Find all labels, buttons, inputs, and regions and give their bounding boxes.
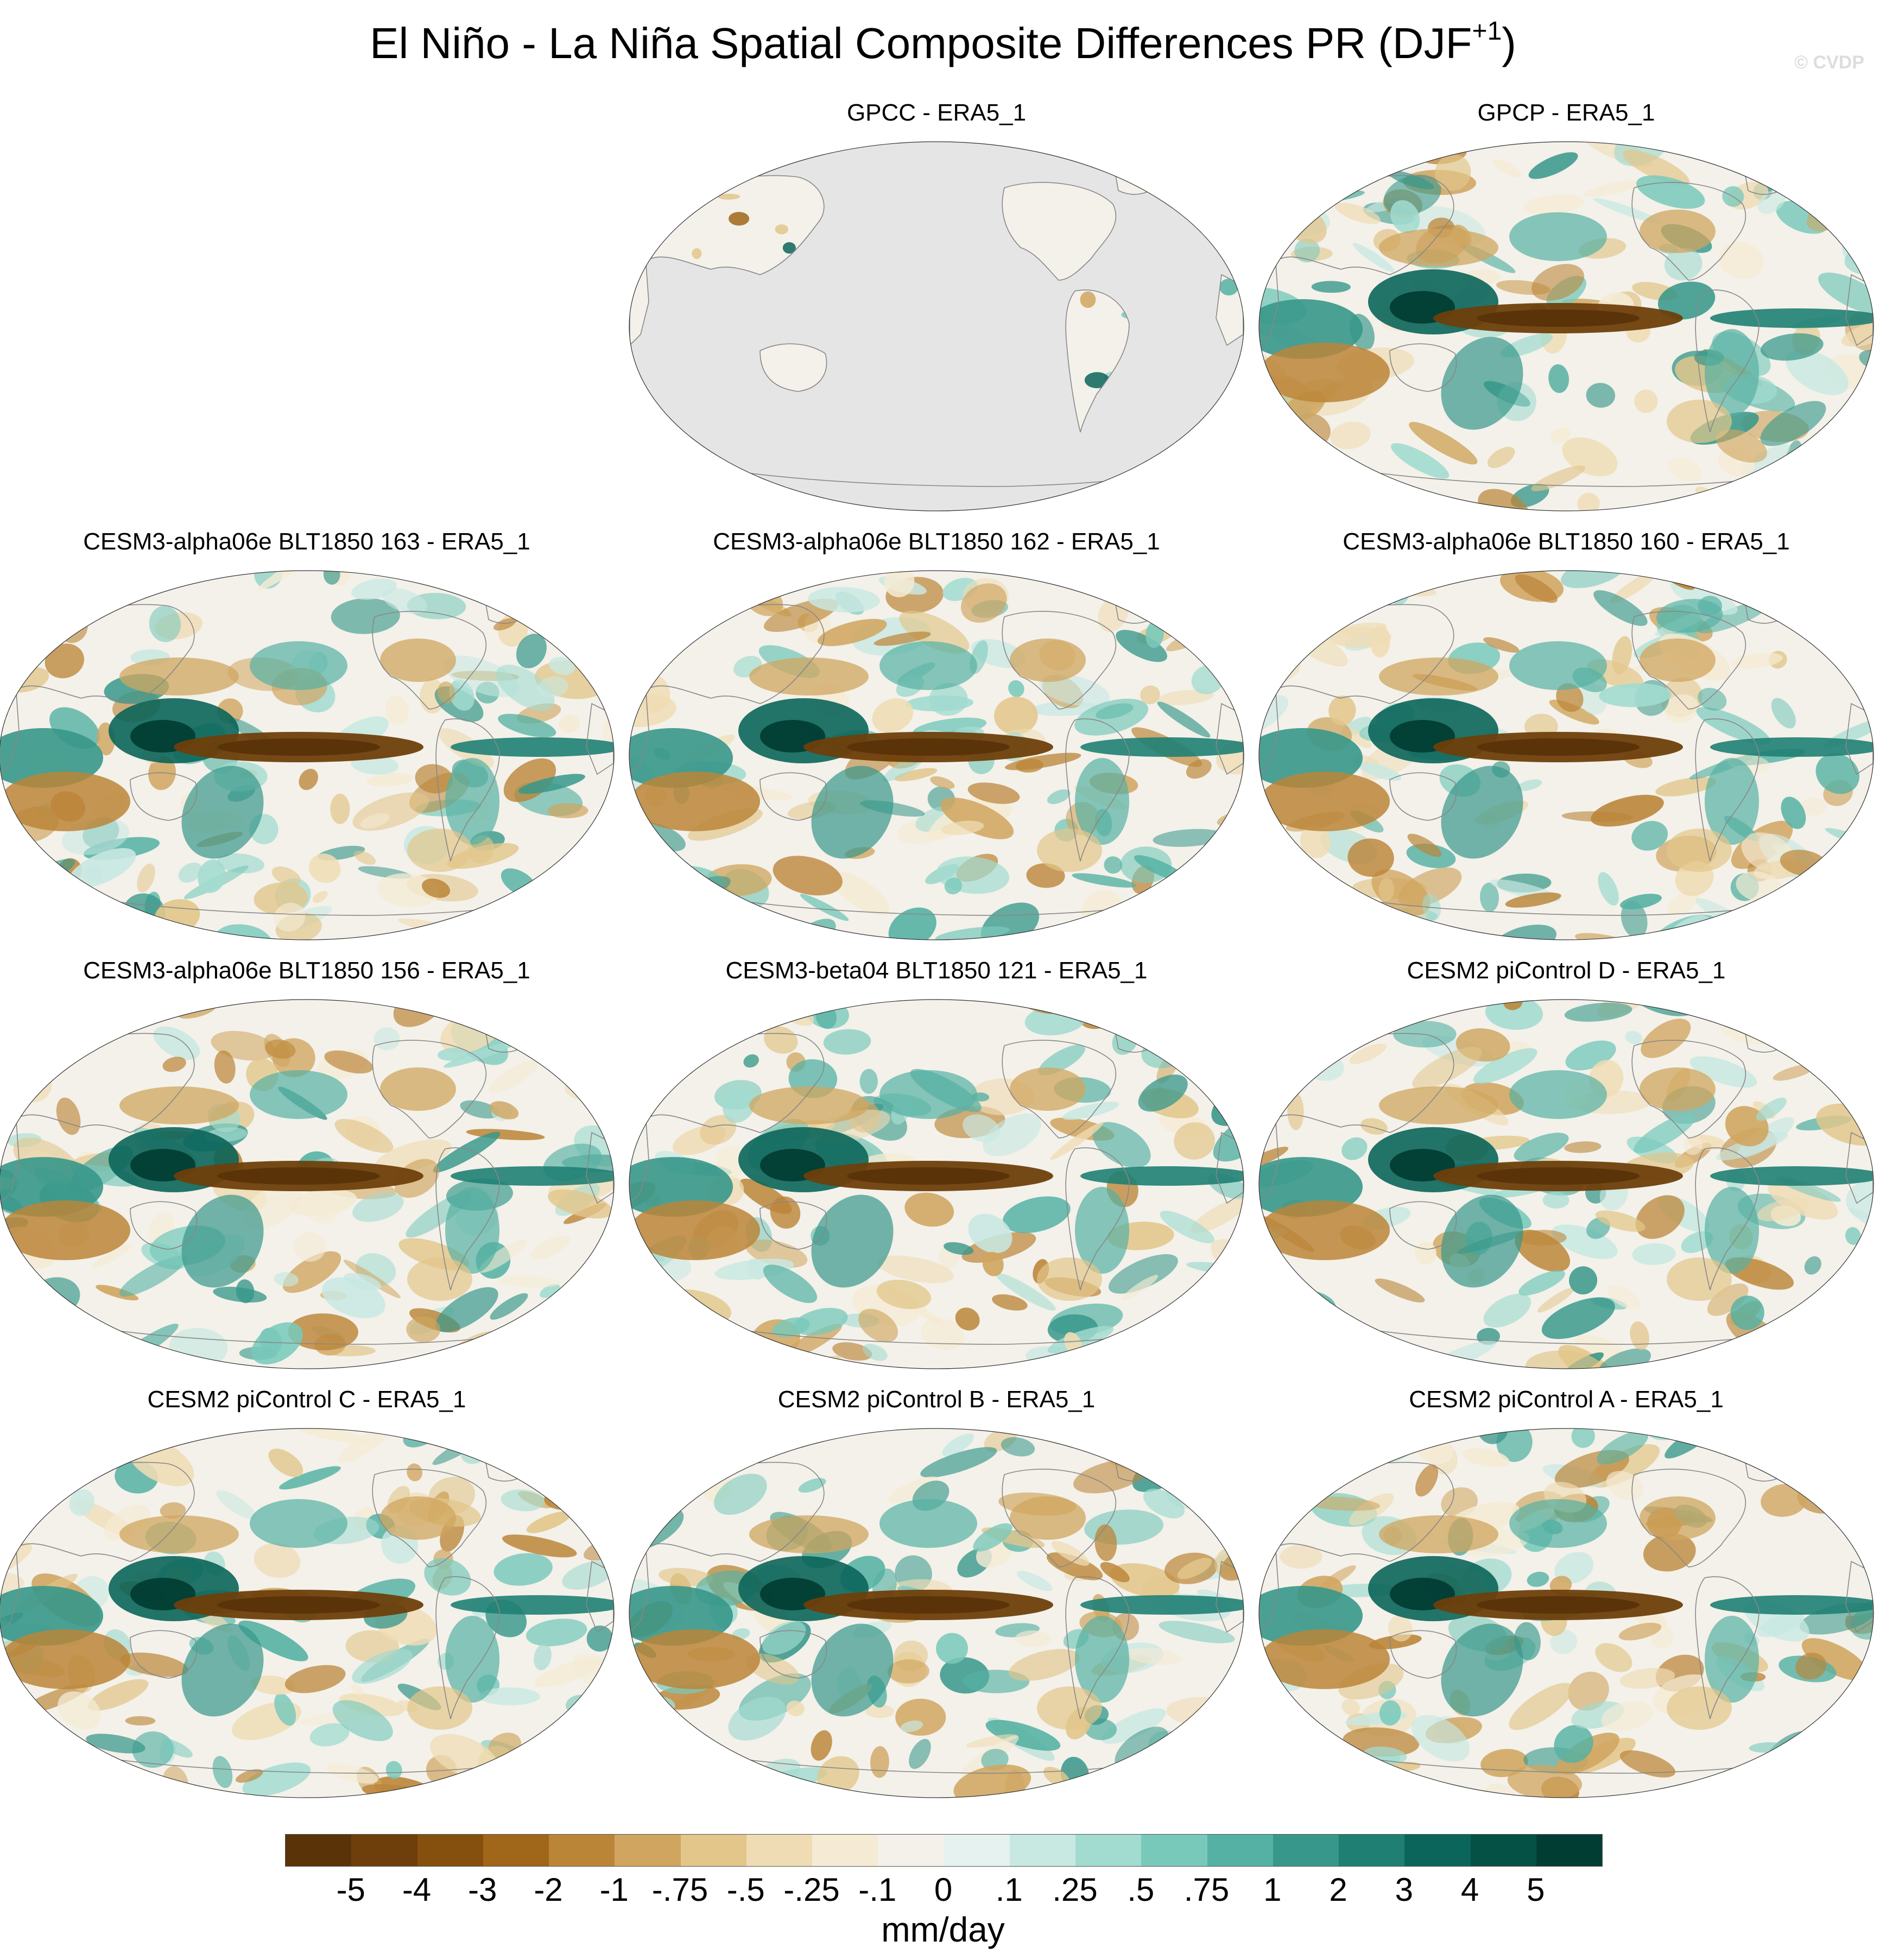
colorbar (285, 1834, 1603, 1867)
map-panel-gpcc: GPCC - ERA5_1 (624, 98, 1249, 521)
map-panel-gpcp: GPCP - ERA5_1 (1254, 98, 1878, 521)
panel-title-gpcc: GPCC - ERA5_1 (846, 99, 1027, 126)
colorbar-tick-label: -.75 (651, 1872, 708, 1908)
colorbar-tick-label: -4 (402, 1872, 432, 1908)
colorbar-tick-label: 2 (1329, 1872, 1347, 1908)
title-text: El Niño - La Niña Spatial Composite Diff… (370, 19, 1472, 67)
colorbar-swatch (417, 1835, 483, 1866)
panel-title-a163: CESM3-alpha06e BLT1850 163 - ERA5_1 (83, 528, 530, 555)
colorbar-swatch (615, 1835, 681, 1866)
colorbar-tick-label: 0 (934, 1872, 953, 1908)
colorbar-swatch (1075, 1835, 1142, 1866)
colorbar-swatch (1339, 1835, 1405, 1866)
panel-title-a162: CESM3-alpha06e BLT1850 162 - ERA5_1 (713, 528, 1160, 555)
figure-title: El Niño - La Niña Spatial Composite Diff… (0, 16, 1886, 71)
map-a160 (1258, 570, 1874, 940)
colorbar-swatch (746, 1835, 812, 1866)
colorbar-swatch (549, 1835, 615, 1866)
panel-title-gpcp: GPCP - ERA5_1 (1477, 99, 1655, 126)
colorbar-tick-label: .1 (995, 1872, 1023, 1908)
colorbar-swatch (1141, 1835, 1207, 1866)
map-panel-b121: CESM3-beta04 BLT1850 121 - ERA5_1 (624, 956, 1249, 1379)
colorbar-tick-label: -.5 (726, 1872, 765, 1908)
colorbar-tick-label: .25 (1052, 1872, 1098, 1908)
panel-title-pcA: CESM2 piControl A - ERA5_1 (1409, 1386, 1724, 1413)
map-panel-a160: CESM3-alpha06e BLT1850 160 - ERA5_1 (1254, 527, 1878, 950)
colorbar-swatch (1273, 1835, 1339, 1866)
panel-title-a156: CESM3-alpha06e BLT1850 156 - ERA5_1 (83, 957, 530, 984)
colorbar-swatch (680, 1835, 746, 1866)
colorbar-units: mm/day (881, 1910, 1005, 1949)
panel-title-pcB: CESM2 piControl B - ERA5_1 (777, 1386, 1096, 1413)
map-panel-a163: CESM3-alpha06e BLT1850 163 - ERA5_1 (0, 527, 619, 950)
colorbar-swatch (1009, 1835, 1075, 1866)
panel-title-pcD: CESM2 piControl D - ERA5_1 (1407, 957, 1726, 984)
colorbar-tick-label: -5 (336, 1872, 365, 1908)
map-a156 (0, 999, 615, 1369)
colorbar-tick-label: 1 (1263, 1872, 1282, 1908)
panel-title-pcC: CESM2 piControl C - ERA5_1 (147, 1386, 466, 1413)
colorbar-swatch (812, 1835, 878, 1866)
map-pcA (1258, 1428, 1874, 1798)
colorbar-tick-label: 3 (1395, 1872, 1413, 1908)
colorbar-tick-label: -3 (468, 1872, 497, 1908)
title-superscript: +1 (1472, 17, 1502, 46)
map-gpcp (1258, 141, 1874, 511)
cvdp-watermark: © CVDP (1794, 52, 1864, 73)
map-b121 (629, 999, 1244, 1369)
panel-title-b121: CESM3-beta04 BLT1850 121 - ERA5_1 (725, 957, 1148, 984)
map-pcD (1258, 999, 1874, 1369)
map-panel-pcD: CESM2 piControl D - ERA5_1 (1254, 956, 1878, 1379)
colorbar-swatch (1404, 1835, 1471, 1866)
title-close: ) (1502, 19, 1516, 67)
colorbar-swatch (483, 1835, 549, 1866)
colorbar-swatch (878, 1835, 944, 1866)
map-a162 (629, 570, 1244, 940)
colorbar-tick-labels: -5 -4 -3 -2 -1 -.75 -.5 -.25 -.1 0 .1 .25 .5 .75 1 2 3 4 5 (285, 1871, 1602, 1909)
colorbar-tick-label: -.25 (783, 1872, 840, 1908)
map-gpcc (629, 141, 1244, 511)
colorbar-tick-label: .75 (1184, 1872, 1230, 1908)
colorbar-swatch (286, 1835, 352, 1866)
map-panel-a162: CESM3-alpha06e BLT1850 162 - ERA5_1 (624, 527, 1249, 950)
map-panel-pcA: CESM2 piControl A - ERA5_1 (1254, 1384, 1878, 1808)
colorbar-tick-label: -2 (534, 1872, 563, 1908)
colorbar-tick-label: 4 (1460, 1872, 1479, 1908)
colorbar-swatch (1470, 1835, 1536, 1866)
map-pcC (0, 1428, 615, 1798)
colorbar-swatch (1536, 1835, 1602, 1866)
colorbar-swatch (1207, 1835, 1273, 1866)
map-pcB (629, 1428, 1244, 1798)
colorbar-swatch (351, 1835, 417, 1866)
colorbar-tick-label: -.1 (858, 1872, 897, 1908)
map-a163 (0, 570, 615, 940)
colorbar-tick-label: 5 (1527, 1872, 1545, 1908)
colorbar-swatch (944, 1835, 1010, 1866)
map-panel-pcC: CESM2 piControl C - ERA5_1 (0, 1384, 619, 1808)
colorbar-tick-label: -1 (599, 1872, 629, 1908)
map-panel-pcB: CESM2 piControl B - ERA5_1 (624, 1384, 1249, 1808)
map-panel-a156: CESM3-alpha06e BLT1850 156 - ERA5_1 (0, 956, 619, 1379)
colorbar-tick-label: .5 (1127, 1872, 1155, 1908)
panel-title-a160: CESM3-alpha06e BLT1850 160 - ERA5_1 (1343, 528, 1790, 555)
